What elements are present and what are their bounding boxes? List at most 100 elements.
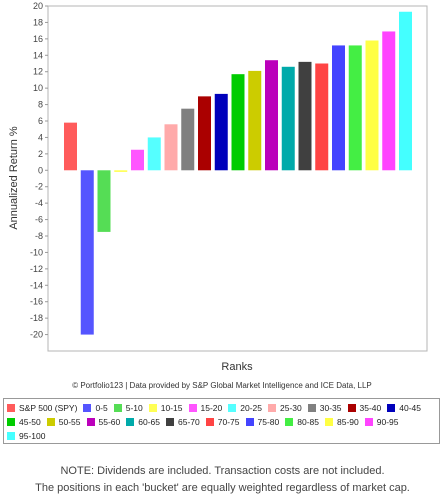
legend-item[interactable]: S&P 500 (SPY): [7, 401, 77, 415]
legend-swatch: [113, 404, 122, 412]
legend-swatch: [205, 418, 214, 426]
bar-70-75: [315, 63, 329, 171]
legend-swatch: [83, 404, 92, 412]
bar-0-5: [80, 170, 94, 335]
y-tick-label: 4: [38, 132, 43, 142]
legend-label: 55-60: [98, 417, 121, 427]
y-tick-label: 12: [33, 67, 43, 77]
bar-95-100: [399, 11, 412, 171]
chart-credit: © Portfolio123 | Data provided by S&P Gl…: [72, 381, 372, 390]
y-axis-ticks: 20181614121086420-2-4-6-8-10-12-14-16-18…: [30, 1, 48, 340]
plot-frame: [47, 5, 428, 352]
y-tick-label: 2: [38, 149, 43, 159]
bar-20-25: [147, 137, 161, 171]
legend-label: 85-90: [337, 417, 359, 427]
bar-5-10: [97, 170, 111, 232]
bar-85-90: [365, 40, 379, 171]
legend-item[interactable]: 85-90: [325, 415, 359, 429]
legend-item[interactable]: 50-55: [46, 415, 81, 429]
bar-75-80: [332, 45, 345, 171]
y-tick-label: 10: [33, 83, 43, 93]
legend-swatch: [245, 418, 254, 426]
legend-item[interactable]: 15-20: [188, 401, 223, 415]
y-tick-label: -12: [30, 264, 43, 274]
y-tick-label: -16: [30, 297, 43, 307]
y-tick-label: 16: [33, 34, 43, 44]
legend-item[interactable]: 55-60: [86, 415, 121, 429]
legend-swatch: [285, 418, 294, 426]
y-tick-label: 20: [33, 1, 43, 11]
legend-item[interactable]: 35-40: [347, 401, 382, 415]
legend-item[interactable]: 25-30: [268, 401, 302, 415]
legend-item[interactable]: 70-75: [205, 415, 240, 429]
bar-10-15: [114, 170, 128, 172]
y-tick-label: 18: [33, 17, 43, 27]
y-tick-label: -10: [30, 247, 43, 257]
legend-label: S&P 500 (SPY): [19, 403, 78, 413]
legend-item[interactable]: 45-50: [7, 415, 41, 429]
y-tick-label: 0: [38, 165, 43, 175]
legend-label: 0-5: [95, 403, 108, 413]
legend-item[interactable]: 0-5: [83, 401, 108, 415]
y-tick-label: 6: [38, 116, 43, 126]
legend-swatch: [307, 404, 316, 412]
y-tick-label: -20: [30, 330, 43, 340]
y-tick-label: -14: [30, 280, 43, 290]
legend-swatch: [46, 418, 55, 426]
bar-50-55: [248, 70, 262, 171]
chart-legend: S&P 500 (SPY) 0-5 5-10 10-15 15-20 20-25 25-30…: [3, 398, 440, 444]
legend-swatch: [364, 418, 373, 426]
legend-label: 50-55: [58, 417, 81, 427]
legend-label: 80-85: [297, 417, 319, 427]
legend-label: 30-35: [319, 403, 342, 413]
y-axis-title: Annualized Return %: [8, 126, 20, 230]
legend-item[interactable]: 90-95: [364, 415, 399, 429]
y-tick-label: -2: [35, 182, 43, 192]
legend-item[interactable]: 20-25: [228, 401, 262, 415]
legend-item[interactable]: 95-100: [7, 429, 45, 443]
legend-item[interactable]: 10-15: [148, 401, 183, 415]
legend-label: 70-75: [217, 417, 240, 427]
y-tick-label: 8: [38, 100, 43, 110]
legend-swatch: [268, 404, 276, 412]
bar-45-50: [231, 74, 245, 171]
bar-15-20: [131, 149, 144, 171]
legend-item[interactable]: 75-80: [245, 415, 280, 429]
legend-label: 75-80: [257, 417, 280, 427]
legend-label: 45-50: [19, 417, 41, 427]
y-tick-label: -8: [35, 231, 43, 241]
legend-label: 10-15: [160, 403, 183, 413]
legend-swatch: [188, 404, 197, 412]
note-line-1: NOTE: Dividends are included. Transactio…: [60, 465, 385, 477]
bars: [64, 11, 412, 335]
bar-35-40: [198, 96, 211, 171]
legend-item[interactable]: 65-70: [166, 415, 200, 429]
legend-item[interactable]: 40-45: [387, 401, 421, 415]
bar-80-85: [348, 45, 362, 171]
x-axis-title: Ranks: [221, 361, 253, 373]
legend-swatch: [7, 432, 15, 440]
legend-swatch: [166, 418, 174, 426]
bar-40-45: [214, 93, 228, 171]
legend-item[interactable]: 60-65: [126, 415, 160, 429]
y-tick-label: 14: [33, 50, 43, 60]
legend-swatch: [148, 404, 157, 412]
bar-65-70: [298, 61, 312, 171]
y-tick-label: -18: [30, 313, 43, 323]
y-tick-label: -4: [35, 198, 43, 208]
legend-item[interactable]: 5-10: [113, 401, 143, 415]
legend-label: 95-100: [19, 431, 46, 441]
legend-swatch: [347, 404, 356, 412]
legend-item[interactable]: 30-35: [307, 401, 342, 415]
legend-label: 35-40: [359, 403, 382, 413]
legend-swatch: [126, 418, 135, 426]
bar-55-60: [265, 60, 278, 171]
plot-area: [47, 5, 428, 352]
bar-60-65: [281, 66, 295, 171]
legend-label: 60-65: [138, 417, 160, 427]
legend-label: 5-10: [125, 403, 143, 413]
legend-label: 15-20: [200, 403, 223, 413]
bar-30-35: [181, 108, 195, 171]
legend-label: 90-95: [376, 417, 399, 427]
legend-item[interactable]: 80-85: [285, 415, 319, 429]
